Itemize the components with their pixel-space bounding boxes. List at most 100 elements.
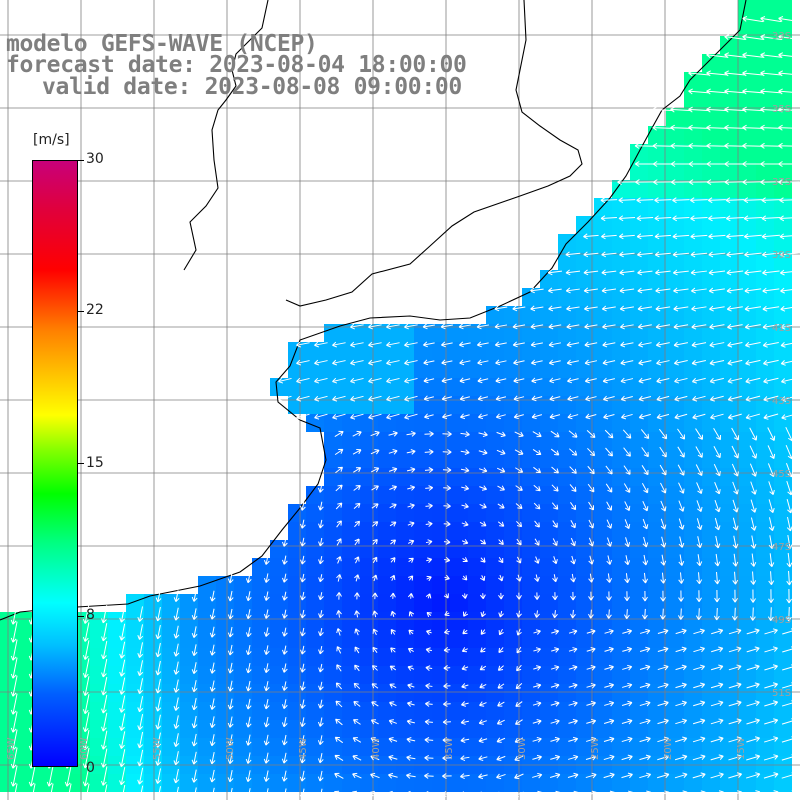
wind-arrow xyxy=(462,557,468,563)
wind-arrow xyxy=(642,500,649,512)
wind-speed-cell xyxy=(756,468,774,486)
wind-arrow xyxy=(585,413,597,420)
wind-arrow xyxy=(477,413,488,420)
wind-arrow xyxy=(461,503,469,509)
wind-arrow xyxy=(678,482,685,494)
wind-arrow xyxy=(368,323,382,330)
estuary-path xyxy=(285,0,583,307)
wind-arrow xyxy=(281,717,288,728)
wind-speed-cell xyxy=(648,396,666,414)
wind-arrow xyxy=(191,590,198,602)
wind-arrow xyxy=(368,359,382,366)
wind-arrow xyxy=(370,449,380,455)
wind-speed-cell xyxy=(396,720,414,738)
wind-speed-cell xyxy=(594,666,612,684)
wind-arrow xyxy=(335,502,343,510)
wind-arrow xyxy=(692,772,706,779)
wind-speed-cell xyxy=(738,72,756,90)
wind-arrow xyxy=(706,52,728,59)
wind-speed-cell xyxy=(378,594,396,612)
wind-arrow xyxy=(350,323,364,330)
wind-speed-cell xyxy=(486,360,504,378)
wind-arrow xyxy=(459,359,471,366)
wind-arrow xyxy=(600,197,618,204)
wind-arrow xyxy=(760,142,782,149)
wind-speed-cell xyxy=(486,306,504,324)
longitude-label: 15W xyxy=(736,737,747,760)
wind-arrow xyxy=(460,737,470,743)
wind-arrow xyxy=(713,428,722,441)
wind-arrow xyxy=(551,466,559,474)
wind-speed-cell xyxy=(684,234,702,252)
wind-arrow xyxy=(724,52,746,59)
wind-speed-cell xyxy=(432,558,450,576)
wind-speed-cell xyxy=(432,522,450,540)
wind-speed-cell xyxy=(486,774,504,792)
wind-speed-cell xyxy=(324,702,342,720)
wind-arrow xyxy=(458,323,471,330)
wind-arrow xyxy=(785,606,792,622)
wind-arrow xyxy=(533,665,542,671)
wind-arrow xyxy=(638,341,652,348)
wind-speed-cell xyxy=(342,684,360,702)
wind-speed-cell xyxy=(378,558,396,576)
wind-speed-cell xyxy=(648,666,666,684)
wind-speed-cell xyxy=(666,396,684,414)
wind-speed-cell xyxy=(612,270,630,288)
wind-arrow xyxy=(622,628,633,635)
wind-arrow xyxy=(332,395,346,402)
wind-speed-cell xyxy=(324,648,342,666)
wind-speed-cell xyxy=(702,612,720,630)
wind-arrow xyxy=(604,628,614,635)
wind-speed-cell xyxy=(648,684,666,702)
wind-arrow xyxy=(618,233,635,240)
wind-arrow xyxy=(768,535,775,550)
wind-arrow xyxy=(548,359,561,366)
wind-speed-cell xyxy=(612,702,630,720)
wind-speed-cell xyxy=(738,558,756,576)
wind-arrow xyxy=(696,554,703,567)
wind-arrow xyxy=(585,790,597,797)
colorbar-tick-mark xyxy=(78,463,84,464)
wind-arrow xyxy=(636,233,653,240)
wind-speed-cell xyxy=(360,648,378,666)
wind-speed-cell xyxy=(720,144,738,162)
wind-arrow xyxy=(621,736,633,743)
wind-speed-cell xyxy=(702,90,720,108)
wind-arrow xyxy=(568,430,578,438)
wind-arrow xyxy=(673,359,688,366)
wind-speed-cell xyxy=(414,378,432,396)
wind-speed-cell xyxy=(702,342,720,360)
wind-speed-cell xyxy=(504,558,522,576)
wind-arrow xyxy=(660,554,667,566)
wind-arrow xyxy=(727,341,743,348)
wind-speed-cell xyxy=(504,432,522,450)
wind-arrow xyxy=(531,377,543,384)
wind-speed-cell xyxy=(630,342,648,360)
wind-arrow xyxy=(263,555,270,565)
wind-arrow xyxy=(652,124,674,131)
wind-speed-cell xyxy=(450,684,468,702)
wind-arrow xyxy=(675,664,687,671)
wind-speed-cell xyxy=(360,360,378,378)
wind-arrow xyxy=(768,553,775,568)
wind-speed-cell xyxy=(414,540,432,558)
wind-speed-cell xyxy=(162,630,180,648)
wind-arrow xyxy=(604,682,615,689)
wind-speed-cell xyxy=(576,738,594,756)
wind-arrow xyxy=(495,395,507,402)
wind-arrow xyxy=(742,34,764,40)
wind-speed-cell xyxy=(558,306,576,324)
wind-arrow xyxy=(137,749,144,767)
longitude-label: 50W xyxy=(225,737,236,760)
wind-speed-cell xyxy=(738,144,756,162)
wind-arrow xyxy=(760,52,782,59)
wind-arrow xyxy=(728,772,743,779)
wind-speed-cell xyxy=(396,666,414,684)
wind-arrow xyxy=(728,790,743,797)
wind-speed-cell xyxy=(432,378,450,396)
wind-speed-cell xyxy=(612,252,630,270)
wind-arrow xyxy=(350,413,364,420)
wind-speed-cell xyxy=(522,288,540,306)
wind-speed-cell xyxy=(522,648,540,666)
